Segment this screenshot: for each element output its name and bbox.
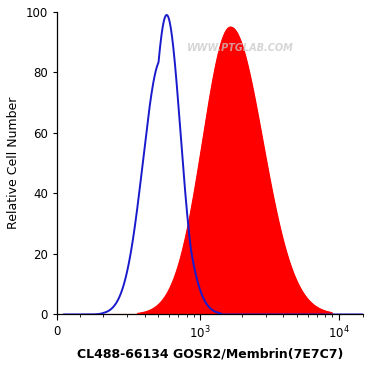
Y-axis label: Relative Cell Number: Relative Cell Number (7, 97, 20, 229)
X-axis label: CL488-66134 GOSR2/Membrin(7E7C7): CL488-66134 GOSR2/Membrin(7E7C7) (77, 347, 343, 360)
Text: WWW.PTGLAB.COM: WWW.PTGLAB.COM (187, 43, 294, 53)
